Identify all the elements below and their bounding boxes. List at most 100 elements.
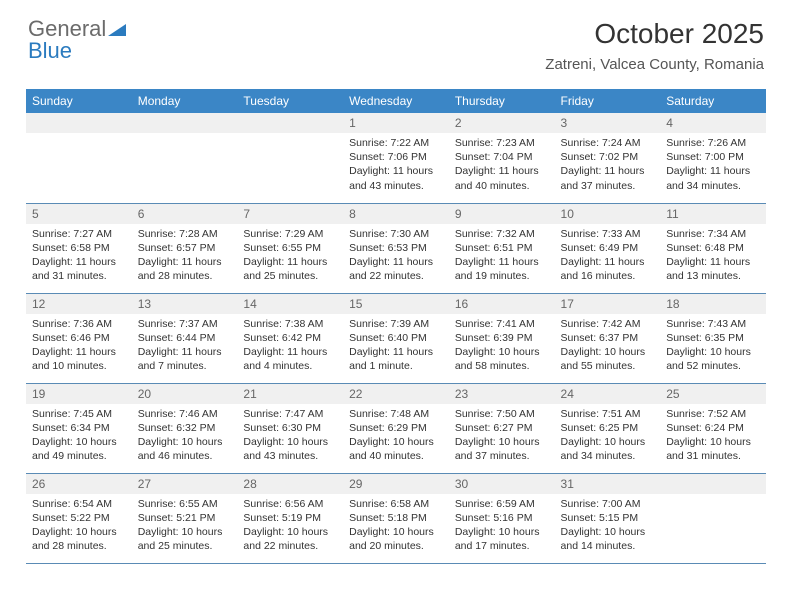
day-details: Sunrise: 7:47 AMSunset: 6:30 PMDaylight:…	[237, 404, 343, 468]
day-details: Sunrise: 6:59 AMSunset: 5:16 PMDaylight:…	[449, 494, 555, 558]
day-header: Sunday	[26, 89, 132, 113]
day-cell: 14Sunrise: 7:38 AMSunset: 6:42 PMDayligh…	[237, 293, 343, 383]
daylight-line: Daylight: 10 hours and 22 minutes.	[243, 525, 337, 553]
day-details: Sunrise: 7:22 AMSunset: 7:06 PMDaylight:…	[343, 133, 449, 197]
day-cell: 18Sunrise: 7:43 AMSunset: 6:35 PMDayligh…	[660, 293, 766, 383]
day-cell: 11Sunrise: 7:34 AMSunset: 6:48 PMDayligh…	[660, 203, 766, 293]
day-number: 6	[132, 204, 238, 224]
day-details: Sunrise: 7:34 AMSunset: 6:48 PMDaylight:…	[660, 224, 766, 288]
day-details: Sunrise: 7:38 AMSunset: 6:42 PMDaylight:…	[237, 314, 343, 378]
sunrise-line: Sunrise: 7:48 AM	[349, 407, 443, 421]
day-number: 11	[660, 204, 766, 224]
sunset-line: Sunset: 6:44 PM	[138, 331, 232, 345]
sunset-line: Sunset: 6:57 PM	[138, 241, 232, 255]
sunrise-line: Sunrise: 7:37 AM	[138, 317, 232, 331]
day-number: 8	[343, 204, 449, 224]
day-cell: 7Sunrise: 7:29 AMSunset: 6:55 PMDaylight…	[237, 203, 343, 293]
day-number: 13	[132, 294, 238, 314]
day-details: Sunrise: 7:30 AMSunset: 6:53 PMDaylight:…	[343, 224, 449, 288]
day-cell: 27Sunrise: 6:55 AMSunset: 5:21 PMDayligh…	[132, 473, 238, 563]
day-cell: 16Sunrise: 7:41 AMSunset: 6:39 PMDayligh…	[449, 293, 555, 383]
empty-cell	[237, 113, 343, 203]
day-cell: 31Sunrise: 7:00 AMSunset: 5:15 PMDayligh…	[555, 473, 661, 563]
day-number: 30	[449, 474, 555, 494]
day-cell: 22 Sunrise: 7:48 AMSunset: 6:29 PMDayligh…	[343, 383, 449, 473]
sunset-line: Sunset: 6:53 PM	[349, 241, 443, 255]
day-number: 4	[660, 113, 766, 133]
sunset-line: Sunset: 6:30 PM	[243, 421, 337, 435]
day-details: Sunrise: 7:42 AMSunset: 6:37 PMDaylight:…	[555, 314, 661, 378]
day-cell: 24Sunrise: 7:51 AMSunset: 6:25 PMDayligh…	[555, 383, 661, 473]
day-number: 1	[343, 113, 449, 133]
day-cell: 5Sunrise: 7:27 AMSunset: 6:58 PMDaylight…	[26, 203, 132, 293]
day-details: Sunrise: 7:26 AMSunset: 7:00 PMDaylight:…	[660, 133, 766, 197]
day-number: 19	[26, 384, 132, 404]
daylight-line: Daylight: 11 hours and 10 minutes.	[32, 345, 126, 373]
day-number: 26	[26, 474, 132, 494]
sunrise-line: Sunrise: 7:33 AM	[561, 227, 655, 241]
day-number	[132, 113, 238, 133]
daylight-line: Daylight: 11 hours and 1 minute.	[349, 345, 443, 373]
day-header: Wednesday	[343, 89, 449, 113]
daylight-line: Daylight: 10 hours and 55 minutes.	[561, 345, 655, 373]
day-cell: 12Sunrise: 7:36 AMSunset: 6:46 PMDayligh…	[26, 293, 132, 383]
day-details: Sunrise: 7:52 AMSunset: 6:24 PMDaylight:…	[660, 404, 766, 468]
daylight-line: Daylight: 11 hours and 25 minutes.	[243, 255, 337, 283]
day-details: Sunrise: 6:56 AMSunset: 5:19 PMDaylight:…	[237, 494, 343, 558]
sunset-line: Sunset: 6:49 PM	[561, 241, 655, 255]
sunrise-line: Sunrise: 7:28 AM	[138, 227, 232, 241]
day-details: Sunrise: 7:37 AMSunset: 6:44 PMDaylight:…	[132, 314, 238, 378]
day-details	[660, 494, 766, 554]
day-details: Sunrise: 7:28 AMSunset: 6:57 PMDaylight:…	[132, 224, 238, 288]
daylight-line: Daylight: 10 hours and 14 minutes.	[561, 525, 655, 553]
sunrise-line: Sunrise: 7:50 AM	[455, 407, 549, 421]
sunrise-line: Sunrise: 6:54 AM	[32, 497, 126, 511]
day-details: Sunrise: 6:58 AMSunset: 5:18 PMDaylight:…	[343, 494, 449, 558]
calendar-row: 12Sunrise: 7:36 AMSunset: 6:46 PMDayligh…	[26, 293, 766, 383]
sunrise-line: Sunrise: 6:56 AM	[243, 497, 337, 511]
empty-cell	[132, 113, 238, 203]
day-number	[660, 474, 766, 494]
sunset-line: Sunset: 6:51 PM	[455, 241, 549, 255]
logo-text-2: Blue	[28, 38, 72, 63]
day-number: 18	[660, 294, 766, 314]
day-cell: 23Sunrise: 7:50 AMSunset: 6:27 PMDayligh…	[449, 383, 555, 473]
day-number: 22	[343, 384, 449, 404]
day-number: 27	[132, 474, 238, 494]
sunrise-line: Sunrise: 7:32 AM	[455, 227, 549, 241]
day-cell: 17Sunrise: 7:42 AMSunset: 6:37 PMDayligh…	[555, 293, 661, 383]
daylight-line: Daylight: 11 hours and 4 minutes.	[243, 345, 337, 373]
day-details: Sunrise: 7:32 AMSunset: 6:51 PMDaylight:…	[449, 224, 555, 288]
sunrise-line: Sunrise: 7:52 AM	[666, 407, 760, 421]
day-number: 16	[449, 294, 555, 314]
day-details: Sunrise: 7:23 AMSunset: 7:04 PMDaylight:…	[449, 133, 555, 197]
daylight-line: Daylight: 11 hours and 37 minutes.	[561, 164, 655, 192]
sunset-line: Sunset: 6:25 PM	[561, 421, 655, 435]
daylight-line: Daylight: 11 hours and 13 minutes.	[666, 255, 760, 283]
daylight-line: Daylight: 11 hours and 34 minutes.	[666, 164, 760, 192]
sunset-line: Sunset: 6:29 PM	[349, 421, 443, 435]
day-cell: 28Sunrise: 6:56 AMSunset: 5:19 PMDayligh…	[237, 473, 343, 563]
daylight-line: Daylight: 10 hours and 17 minutes.	[455, 525, 549, 553]
sunrise-line: Sunrise: 7:41 AM	[455, 317, 549, 331]
day-number	[26, 113, 132, 133]
day-number: 15	[343, 294, 449, 314]
day-cell: 4Sunrise: 7:26 AMSunset: 7:00 PMDaylight…	[660, 113, 766, 203]
sunset-line: Sunset: 7:06 PM	[349, 150, 443, 164]
sunrise-line: Sunrise: 6:58 AM	[349, 497, 443, 511]
day-cell: 1Sunrise: 7:22 AMSunset: 7:06 PMDaylight…	[343, 113, 449, 203]
daylight-line: Daylight: 10 hours and 49 minutes.	[32, 435, 126, 463]
sunrise-line: Sunrise: 7:38 AM	[243, 317, 337, 331]
daylight-line: Daylight: 11 hours and 31 minutes.	[32, 255, 126, 283]
calendar-row: 26Sunrise: 6:54 AMSunset: 5:22 PMDayligh…	[26, 473, 766, 563]
day-cell: 6Sunrise: 7:28 AMSunset: 6:57 PMDaylight…	[132, 203, 238, 293]
daylight-line: Daylight: 11 hours and 7 minutes.	[138, 345, 232, 373]
day-number: 23	[449, 384, 555, 404]
day-cell: 19Sunrise: 7:45 AMSunset: 6:34 PMDayligh…	[26, 383, 132, 473]
sunrise-line: Sunrise: 7:36 AM	[32, 317, 126, 331]
sunset-line: Sunset: 6:24 PM	[666, 421, 760, 435]
day-number: 28	[237, 474, 343, 494]
daylight-line: Daylight: 10 hours and 43 minutes.	[243, 435, 337, 463]
title-block: October 2025 Zatreni, Valcea County, Rom…	[545, 18, 764, 73]
daylight-line: Daylight: 10 hours and 40 minutes.	[349, 435, 443, 463]
